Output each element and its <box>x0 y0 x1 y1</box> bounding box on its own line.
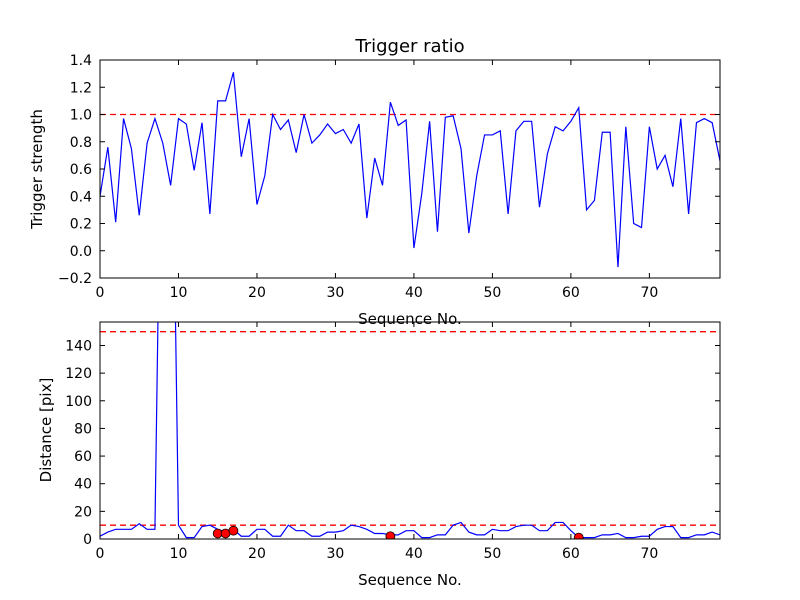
y-tick-label: 100 <box>65 394 92 410</box>
series-line <box>100 72 720 268</box>
y-tick-label: 1.4 <box>70 53 92 69</box>
y-tick-label: 120 <box>65 366 92 382</box>
y-tick-label: 0.0 <box>70 244 92 260</box>
y-tick-label: −0.2 <box>58 271 92 287</box>
y-tick-label: 0.4 <box>70 189 92 205</box>
x-tick-label: 10 <box>170 546 188 562</box>
x-tick-label: 60 <box>562 285 580 301</box>
x-tick-label: 50 <box>483 546 501 562</box>
x-tick-label: 10 <box>170 285 188 301</box>
top-subplot: Trigger ratio 0 10 20 30 40 50 60 70 −0.2 0.0 0.2… <box>28 36 721 328</box>
y-tick-label: 40 <box>74 477 92 493</box>
plot-frame <box>99 321 721 540</box>
y-tick-label: 80 <box>74 421 92 437</box>
series-line <box>100 322 720 539</box>
y-tick-label: 60 <box>74 449 92 465</box>
x-tick-label: 30 <box>327 546 345 562</box>
plot-frame <box>99 59 721 279</box>
x-axis-label: Sequence No. <box>358 310 462 328</box>
y-tick-label: 1.0 <box>70 108 92 124</box>
x-tick-label: 20 <box>248 546 266 562</box>
x-axis-label: Sequence No. <box>358 571 462 589</box>
y-tick-label: 1.2 <box>70 80 92 96</box>
y-axis-label: Distance [pix] <box>37 378 55 483</box>
x-tick-label: 0 <box>96 546 105 562</box>
y-tick-label: 140 <box>65 338 92 354</box>
x-tick-label: 0 <box>96 285 105 301</box>
y-tick-label: 20 <box>74 504 92 520</box>
x-tick-label: 50 <box>483 285 501 301</box>
y-axis-label: Trigger strength <box>28 109 46 230</box>
x-tick-label: 70 <box>640 546 658 562</box>
x-tick-label: 40 <box>405 285 423 301</box>
x-tick-label: 60 <box>562 546 580 562</box>
flagged-point <box>573 532 584 539</box>
y-tick-label: 0.6 <box>70 162 92 178</box>
bottom-subplot: 0 10 20 30 40 50 60 70 0 20 40 60 80 100 120 140 Seque… <box>37 321 721 589</box>
x-tick-label: 30 <box>327 285 345 301</box>
y-tick-label: 0 <box>83 532 92 548</box>
y-tick-label: 0.2 <box>70 217 92 233</box>
flagged-point <box>228 525 239 536</box>
flagged-point <box>385 531 396 539</box>
x-tick-label: 70 <box>640 285 658 301</box>
x-tick-label: 20 <box>248 285 266 301</box>
y-tick-label: 0.8 <box>70 135 92 151</box>
x-tick-label: 40 <box>405 546 423 562</box>
chart-title: Trigger ratio <box>354 36 464 57</box>
